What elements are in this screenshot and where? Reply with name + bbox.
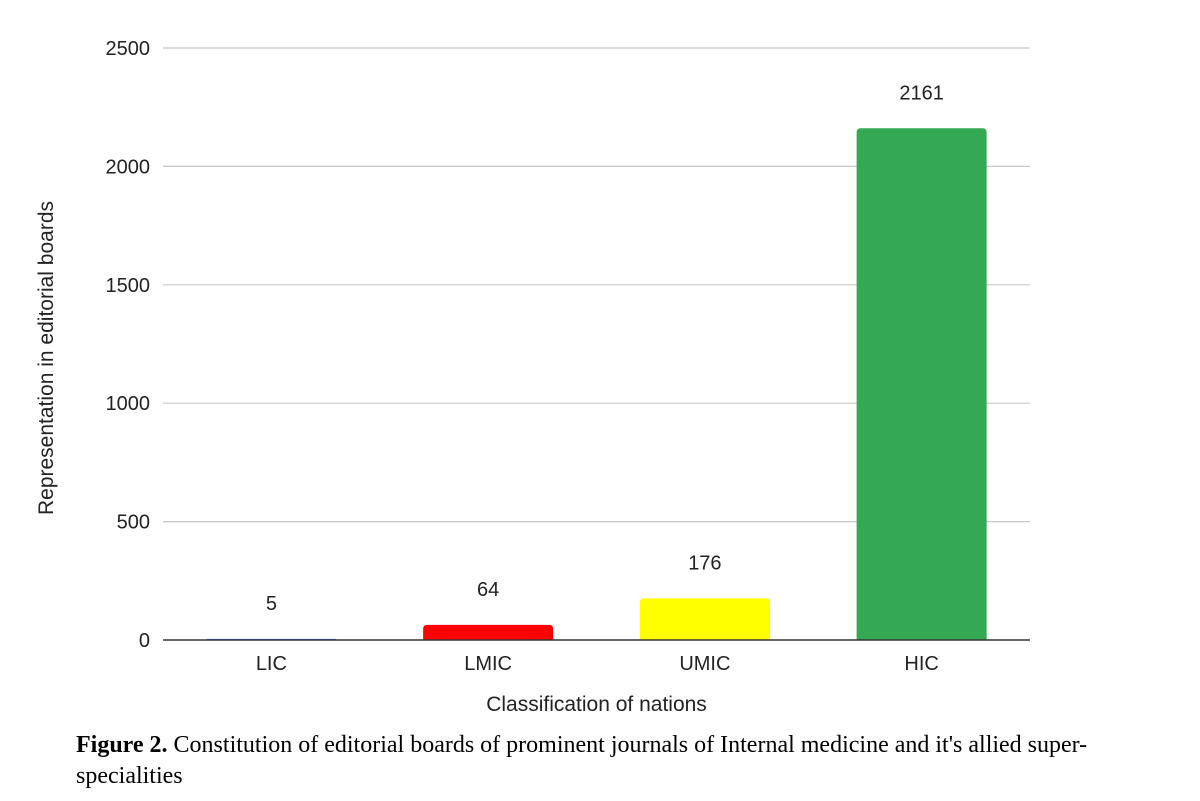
- bar-lmic: [423, 624, 554, 640]
- caption-label: Figure 2.: [76, 732, 168, 758]
- figure-caption: Figure 2. Constitution of editorial boar…: [76, 730, 1156, 792]
- data-labels: 5 64 176 2161: [266, 82, 944, 615]
- y-tick-label: 2000: [106, 156, 151, 178]
- y-tick-label: 0: [139, 630, 150, 652]
- y-tick-label: 2500: [106, 38, 151, 60]
- y-tick-label: 1000: [106, 393, 151, 415]
- x-tick-label-umic: UMIC: [679, 653, 730, 675]
- bar-chart: 0 500 1000 1500 2000 2500 5 64 176 2161 LIC LMIC U…: [35, 38, 1030, 716]
- x-axis-ticks: LIC LMIC UMIC HIC: [256, 653, 939, 675]
- x-axis-title: Classification of nations: [486, 693, 707, 716]
- data-label-hic: 2161: [899, 82, 944, 104]
- y-axis-title: Representation in editorial boards: [35, 201, 58, 515]
- x-tick-label-lic: LIC: [256, 653, 287, 675]
- caption-text: Constitution of editorial boards of prom…: [76, 732, 1088, 789]
- y-tick-label: 500: [117, 512, 150, 534]
- y-axis-ticks: 0 500 1000 1500 2000 2500: [106, 38, 151, 652]
- bar-umic: [639, 598, 770, 640]
- x-tick-label-hic: HIC: [904, 653, 938, 675]
- x-tick-label-lmic: LMIC: [464, 653, 512, 675]
- bars: [206, 128, 987, 640]
- y-tick-label: 1500: [106, 275, 151, 297]
- bar-hic: [856, 128, 987, 640]
- data-label-umic: 176: [688, 552, 721, 574]
- data-label-lmic: 64: [477, 579, 499, 601]
- data-label-lic: 5: [266, 593, 277, 615]
